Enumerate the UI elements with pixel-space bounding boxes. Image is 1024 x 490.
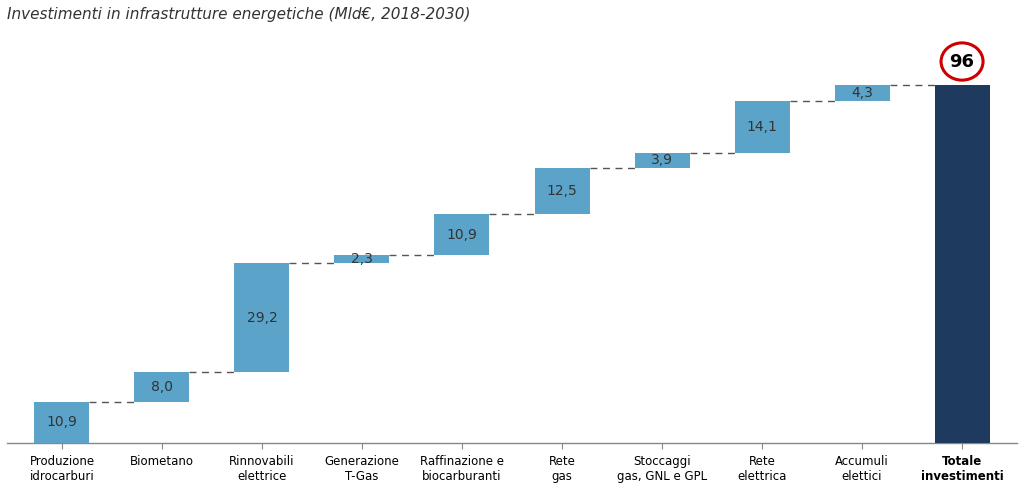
Text: 8,0: 8,0	[151, 380, 173, 394]
Text: 3,9: 3,9	[651, 153, 673, 168]
Text: 29,2: 29,2	[247, 311, 278, 325]
Text: 96: 96	[949, 52, 975, 71]
Bar	[134, 372, 189, 402]
Bar	[635, 153, 689, 168]
Text: Investimenti in infrastrutture energetiche (Mld€, 2018-2030): Investimenti in infrastrutture energetic…	[7, 7, 470, 22]
Text: 14,1: 14,1	[746, 120, 777, 134]
Bar	[35, 402, 89, 442]
Text: 12,5: 12,5	[547, 184, 578, 198]
Text: 2,3: 2,3	[351, 252, 373, 266]
Bar	[835, 85, 890, 100]
Bar	[535, 168, 590, 214]
Bar	[434, 214, 489, 255]
Text: 10,9: 10,9	[46, 415, 78, 429]
Bar	[734, 100, 790, 153]
Text: 10,9: 10,9	[446, 227, 477, 242]
Bar	[234, 264, 290, 372]
Bar	[335, 255, 389, 264]
Text: 4,3: 4,3	[851, 86, 873, 99]
Bar	[935, 85, 989, 442]
